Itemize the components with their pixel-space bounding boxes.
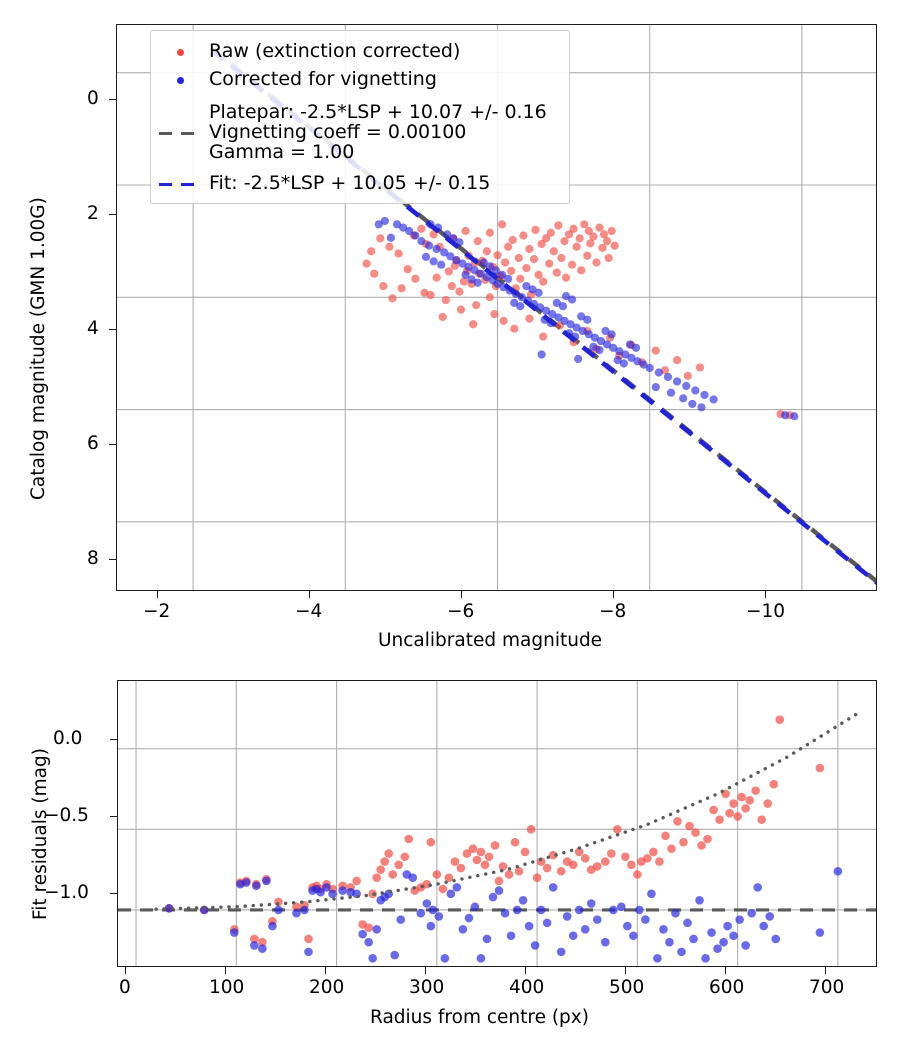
legend-entry-platepar: Platepar: -2.5*LSP + 10.07 +/- 0.16 Vign… [159,95,563,171]
top-ytickmark-0 [109,98,116,101]
top-ytick-4: 4 [87,318,99,339]
legend-dash-platepar-icon [159,123,203,143]
legend-entry-corrected: Corrected for vignetting [159,67,563,93]
top-xtick--4: −4 [295,601,323,622]
legend-dash-fit-icon [159,174,203,194]
top-xtickmark--8 [612,591,615,598]
panel-fit-residuals: Fit residuals (mag) 0.0 −0.5 −1.0 0 100 … [0,660,900,1050]
legend-entry-raw: Raw (extinction corrected) [159,39,563,65]
bottom-xtick-300: 300 [409,977,445,998]
bottom-xtick-100: 100 [209,977,245,998]
bottom-xtickmark-200 [324,967,327,974]
legend-label-vignetting-coeff: Vignetting coeff = 0.00100 [209,121,467,144]
top-ytick-2: 2 [87,203,99,224]
panel-magnitude-calibration: Catalog magnitude (GMN 1.00G) 0 2 4 6 8 … [28,24,877,651]
bottom-plot-area [117,680,877,967]
bottom-xtick-200: 200 [309,977,345,998]
top-xtickmark--6 [460,591,463,598]
top-ytickmark-4 [109,328,116,331]
top-ytickmark-8 [109,558,116,561]
top-xtick--10: −10 [746,601,786,622]
legend-label-raw: Raw (extinction corrected) [209,40,461,63]
top-ytick-6: 6 [87,433,99,454]
legend-label-corrected: Corrected for vignetting [209,68,437,91]
bottom-xtickmark-0 [124,967,127,974]
legend-label-platepar: Platepar: -2.5*LSP + 10.07 +/- 0.16 [209,101,547,124]
legend-label-fit: Fit: -2.5*LSP + 10.05 +/- 0.15 [209,172,491,195]
bottom-xtickmark-100 [224,967,227,974]
legend-marker-corrected-icon [159,70,203,90]
top-xtick--8: −8 [599,601,627,622]
top-ytick-0: 0 [87,88,99,109]
legend-label-gamma: Gamma = 1.00 [209,140,355,163]
bottom-xtickmark-400 [524,967,527,974]
top-xtickmark--2 [156,591,159,598]
bottom-xtick-600: 600 [709,977,745,998]
bottom-xtickmark-500 [624,967,627,974]
bottom-xtickmark-700 [824,967,827,974]
bottom-xtick-400: 400 [509,977,545,998]
top-xtick--6: −6 [447,601,475,622]
bottom-ytick--0p5: −0.5 [44,805,89,826]
top-xtick--2: −2 [143,601,171,622]
bottom-ytick-0: 0.0 [53,728,83,749]
bottom-panel-xlabel: Radius from centre (px) [370,1007,589,1028]
bottom-xtickmark-600 [724,967,727,974]
bottom-xtickmark-300 [424,967,427,974]
bottom-ytick--1p0: −1.0 [44,882,89,903]
legend-box: Raw (extinction corrected) Corrected for… [150,30,570,204]
top-xtickmark--4 [308,591,311,598]
legend-marker-raw-icon [159,42,203,62]
bottom-ytickmark--1p0 [110,892,117,895]
bottom-xtick-0: 0 [119,977,131,998]
top-panel-xlabel: Uncalibrated magnitude [378,630,603,651]
bottom-xtick-500: 500 [609,977,645,998]
top-ytickmark-2 [109,213,116,216]
top-ytickmark-6 [109,443,116,446]
top-panel-ylabel: Catalog magnitude (GMN 1.00G) [28,197,49,500]
bottom-ytickmark--0p5 [110,815,117,818]
bottom-plot-canvas [118,681,876,966]
bottom-ytickmark-0 [110,738,117,741]
top-ytick-8: 8 [87,548,99,569]
bottom-xtick-700: 700 [809,977,845,998]
legend-entry-fit: Fit: -2.5*LSP + 10.05 +/- 0.15 [159,171,563,197]
top-xtickmark--10 [764,591,767,598]
